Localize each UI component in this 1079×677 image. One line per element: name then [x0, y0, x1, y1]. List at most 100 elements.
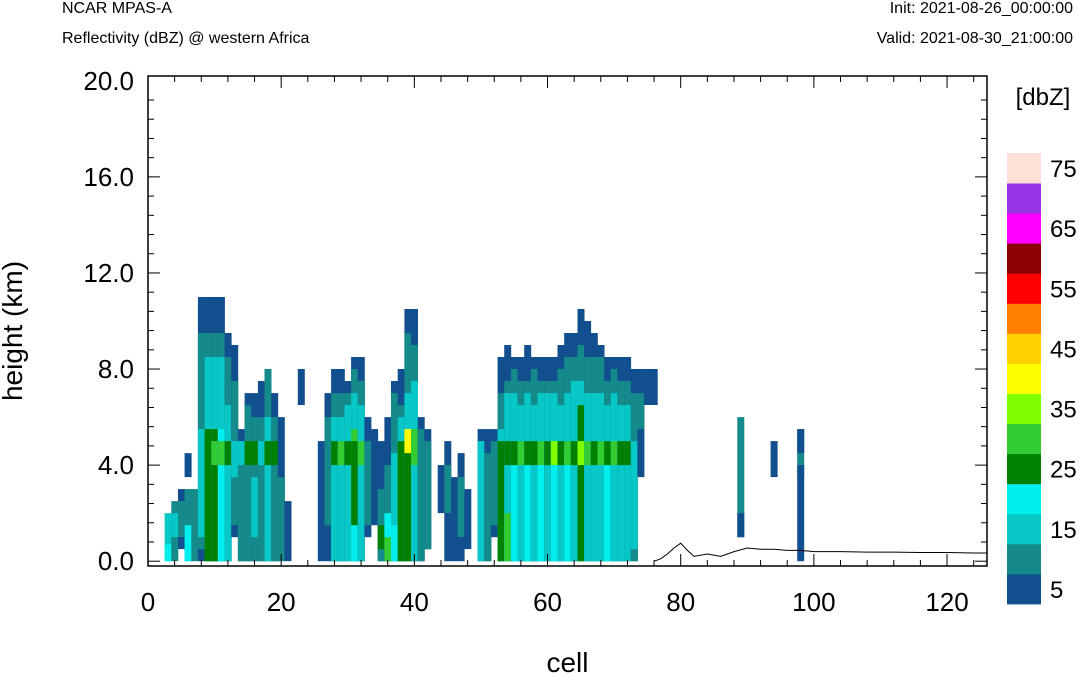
reflectivity-cell: [497, 441, 505, 562]
colorbar-swatch: [1007, 273, 1041, 304]
reflectivity-cell: [204, 429, 212, 466]
reflectivity-cell: [264, 441, 272, 466]
reflectivity-cell: [257, 441, 265, 466]
reflectivity-cell: [244, 441, 252, 466]
plot-subtitle: Reflectivity (dBZ) @ western Africa: [62, 30, 310, 47]
reflectivity-cell: [231, 441, 239, 478]
y-tick-label: 0.0: [98, 546, 134, 576]
reflectivity-cell: [391, 453, 398, 562]
colorbar-swatch: [1007, 243, 1041, 274]
reflectivity-cell: [217, 441, 225, 466]
reflectivity-cell: [577, 441, 585, 466]
reflectivity-cell: [404, 441, 412, 562]
colorbar-swatch: [1007, 483, 1041, 515]
reflectivity-cell: [524, 441, 532, 562]
plot-frame: [147, 75, 988, 567]
reflectivity-cell: [191, 489, 199, 562]
reflectivity-cell: [217, 429, 225, 562]
reflectivity-cell: [417, 429, 425, 562]
reflectivity-cell: [544, 393, 552, 562]
reflectivity-cell: [517, 405, 525, 562]
reflectivity-cell: [464, 489, 472, 550]
reflectivity-cell: [224, 441, 232, 466]
reflectivity-cell: [404, 429, 412, 454]
reflectivity-cell: [457, 477, 465, 538]
colorbar-swatch: [1007, 513, 1041, 545]
reflectivity-cell: [610, 441, 618, 466]
reflectivity-cell: [637, 393, 645, 430]
y-tick-label: 20.0: [83, 66, 134, 96]
axis-tick-labels: 0 20 40 60 80 100 120 0.0 4.0 8.0 12.0 16.0 20.0: [83, 66, 968, 617]
reflectivity-cell: [324, 417, 332, 526]
reflectivity-cell: [211, 441, 219, 466]
reflectivity-cell: [584, 441, 592, 466]
colorbar-swatch: [1007, 333, 1041, 364]
reflectivity-cell: [237, 441, 245, 466]
reflectivity-cell: [397, 441, 405, 562]
colorbar-label: 25: [1050, 457, 1077, 484]
reflectivity-cell: [504, 393, 512, 562]
reflectivity-cell: [530, 405, 538, 562]
reflectivity-cell: [271, 441, 279, 466]
reflectivity-cell: [337, 441, 345, 466]
reflectivity-cell: [610, 393, 618, 562]
colorbar-swatch: [1007, 153, 1041, 184]
reflectivity-cell: [597, 441, 605, 466]
reflectivity-cell: [384, 513, 392, 538]
reflectivity-cell: [164, 544, 172, 562]
reflectivity-cell: [437, 465, 445, 514]
reflectivity-cell: [377, 525, 385, 550]
terrain-line: [653, 542, 987, 562]
y-axis-label: height (km): [0, 261, 28, 401]
reflectivity-cell: [604, 441, 612, 562]
reflectivity-cell: [357, 405, 365, 562]
x-tick-label: 0: [141, 587, 155, 617]
reflectivity-cell: [510, 453, 518, 562]
init-time: Init: 2021-08-26_00:00:00: [889, 0, 1073, 17]
colorbar-swatch: [1007, 453, 1041, 485]
y-tick-label: 8.0: [98, 354, 134, 384]
reflectivity-cell: [650, 369, 658, 405]
x-axis-label: cell: [546, 647, 588, 677]
x-tick-label: 120: [925, 587, 968, 617]
valid-time: Valid: 2021-08-30_21:00:00: [876, 30, 1073, 47]
reflectivity-cell: [451, 477, 458, 562]
reflectivity-cell: [411, 429, 418, 466]
reflectivity-cell: [577, 405, 585, 562]
reflectivity-cell: [590, 393, 598, 562]
y-tick-label: 12.0: [83, 258, 134, 288]
reflectivity-cell: [644, 369, 652, 405]
reflectivity-cell: [164, 513, 172, 562]
reflectivity-cell: [504, 441, 512, 466]
reflectivity-cell: [271, 417, 279, 562]
reflectivity-cell: [411, 381, 418, 562]
x-tick-label: 100: [792, 587, 835, 617]
reflectivity-cell: [257, 417, 265, 562]
reflectivity-cell: [244, 405, 252, 562]
reflectivity-cell: [184, 489, 192, 562]
reflectivity-cell: [584, 393, 592, 562]
reflectivity-cell: [251, 477, 259, 538]
reflectivity-cell: [364, 441, 372, 526]
reflectivity-cell: [770, 441, 778, 478]
reflectivity-cell: [544, 441, 552, 466]
reflectivity-cell: [184, 525, 192, 562]
reflectivity-cell: [517, 441, 525, 466]
reflectivity-cell: [737, 513, 745, 538]
reflectivity-cell: [624, 405, 632, 562]
reflectivity-cell: [277, 477, 285, 562]
colorbar-swatch: [1007, 423, 1041, 455]
reflectivity-cell: [344, 441, 352, 466]
reflectivity-cell: [590, 441, 598, 466]
reflectivity-cell: [371, 429, 379, 526]
reflectivity-cell: [317, 441, 325, 562]
colorbar-label: 75: [1050, 156, 1077, 183]
reflectivity-cell: [550, 441, 558, 466]
reflectivity-cell: [550, 441, 558, 562]
colorbar: 5 15 25 35 45 55 65 75: [1007, 153, 1077, 605]
reflectivity-cell: [737, 417, 745, 538]
reflectivity-cell: [484, 453, 492, 562]
reflectivity-cell: [284, 501, 292, 562]
colorbar-swatch: [1007, 303, 1041, 334]
